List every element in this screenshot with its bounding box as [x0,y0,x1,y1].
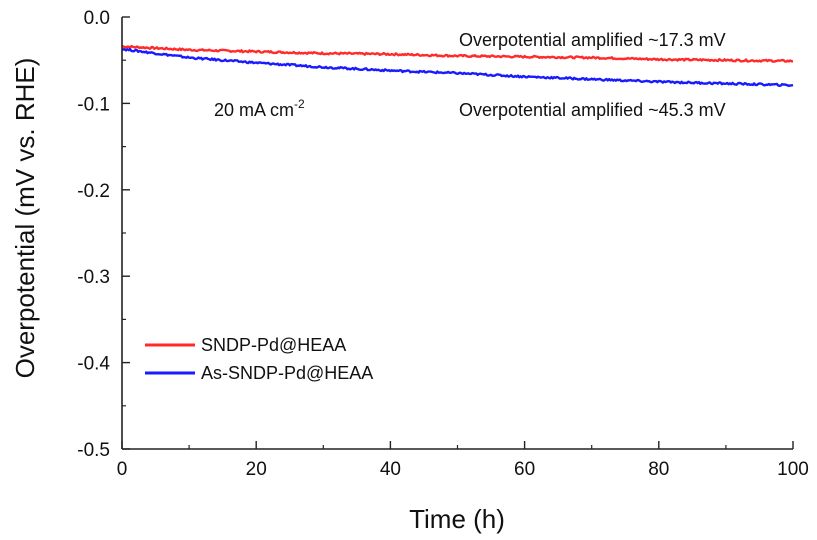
y-tick-label: 0.0 [84,8,110,29]
x-tick-label: 80 [648,459,669,480]
y-tick-label: -0.1 [77,94,110,115]
annotation-top: Overpotential amplified ~17.3 mV [459,30,726,50]
series-layer [121,44,794,88]
legend-label-sndp: SNDP-Pd@HEAA [201,335,346,355]
ticks-layer: 0 20 40 60 80 100 0.0 -0.1 -0.2 -0.3 -0.4 -0.5 [77,8,809,480]
y-tick-label: -0.3 [77,267,110,288]
x-tick-label: 0 [117,459,128,480]
x-axis-title: Time (h) [409,504,505,534]
current-density-base: 20 mA cm [214,100,294,120]
y-tick-label: -0.2 [77,181,110,202]
x-tick-label: 20 [246,459,267,480]
x-tick-label: 60 [514,459,535,480]
annotation-bottom: Overpotential amplified ~45.3 mV [459,100,726,120]
legend: SNDP-Pd@HEAA As-SNDP-Pd@HEAA [145,335,373,383]
x-tick-label: 100 [777,459,809,480]
y-tick-label: -0.5 [77,440,110,461]
series-line-0 [121,44,794,63]
y-axis-title: Overpotential (mV vs. RHE) [10,58,40,379]
series-line-1 [121,47,794,88]
legend-label-as-sndp: As-SNDP-Pd@HEAA [201,363,373,383]
current-density-sup: -2 [294,97,305,111]
x-tick-label: 40 [380,459,401,480]
y-tick-label: -0.4 [77,354,110,375]
annotation-current-density: 20 mA cm-2 [214,97,305,120]
